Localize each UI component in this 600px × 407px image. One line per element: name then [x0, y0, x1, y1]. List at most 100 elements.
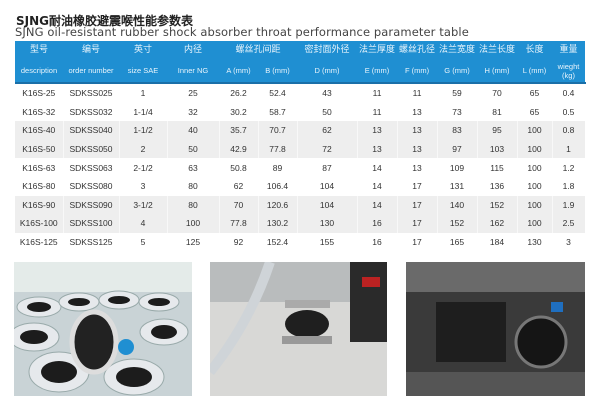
- table-cell: 14: [357, 195, 398, 215]
- table-cell: 11: [357, 83, 398, 103]
- table-cell: K16S-90: [15, 195, 64, 215]
- header-en-2: size SAE: [119, 59, 167, 84]
- table-cell: 77.8: [258, 139, 298, 159]
- table-row: K16S-63 SDKSS063 2-1/2 63 50.8 89 87 14 13 109 115…: [15, 158, 586, 177]
- header-cn-9: 法兰长度: [477, 41, 518, 59]
- table-cell: 125: [167, 232, 220, 252]
- table-cell: 104: [297, 176, 358, 196]
- table-cell: 58.7: [258, 102, 298, 122]
- table-cell: 100: [517, 139, 553, 159]
- header-cn-8: 法兰宽度: [437, 41, 478, 59]
- table-cell: 43: [297, 83, 358, 103]
- table-cell: 3-1/2: [119, 195, 168, 215]
- table-cell: 130.2: [258, 214, 298, 233]
- table-cell: K16S-25: [15, 83, 64, 103]
- header-en-7: E (mm): [357, 59, 398, 84]
- table-cell: SDKSS050: [63, 139, 120, 159]
- header-cn-0: 型号: [15, 41, 63, 59]
- table-cell: 70: [219, 195, 259, 215]
- header-en-12: wieght (kg): [552, 59, 586, 84]
- table-cell: 152.4: [258, 232, 298, 252]
- table-cell: 1: [119, 83, 168, 103]
- table-cell: 2-1/2: [119, 158, 168, 177]
- table-cell: SDKSS080: [63, 176, 120, 196]
- header-en-5: B (mm): [258, 59, 298, 84]
- table-cell: 131: [437, 176, 478, 196]
- header-cn-3: 内径: [167, 41, 219, 59]
- table-cell: 62: [219, 176, 259, 196]
- header-en-4: A (mm): [219, 59, 258, 84]
- table-cell: K16S-100: [15, 214, 64, 233]
- table-cell: 109: [437, 158, 478, 177]
- table-cell: 104: [297, 195, 358, 215]
- table-cell: 100: [517, 121, 553, 140]
- table-cell: SDKSS100: [63, 214, 120, 233]
- table-cell: 3: [119, 176, 168, 196]
- table-cell: 50: [167, 139, 220, 159]
- header-cn-4: 螺丝孔间距: [219, 41, 298, 59]
- table-cell: 80: [167, 195, 220, 215]
- table-cell: 100: [167, 214, 220, 233]
- table-cell: 155: [297, 232, 358, 252]
- header-en-9: G (mm): [437, 59, 478, 84]
- title-cn: SJNG耐油橡胶避震喉性能参数表: [16, 14, 194, 28]
- table-cell: 72: [297, 139, 358, 159]
- table-cell: 50: [297, 102, 358, 122]
- table-cell: 4: [119, 214, 168, 233]
- table-cell: 70.7: [258, 121, 298, 140]
- header-cn-10: 长度: [517, 41, 553, 59]
- table-cell: 100: [517, 176, 553, 196]
- table-cell: SDKSS063: [63, 158, 120, 177]
- table-cell: 1.8: [552, 176, 586, 196]
- table-cell: 13: [357, 121, 398, 140]
- header-cn-2: 英寸: [119, 41, 167, 59]
- table-cell: 13: [357, 139, 398, 159]
- table-cell: 30.2: [219, 102, 259, 122]
- table-cell: 80: [167, 176, 220, 196]
- table-cell: 103: [477, 139, 518, 159]
- table-cell: SDKSS025: [63, 83, 120, 103]
- table-row: K16S-25 SDKSS025 1 25 26.2 52.4 43 11 11 59 70 65 0.…: [15, 83, 586, 103]
- table-cell: 100: [517, 195, 553, 215]
- table-cell: 184: [477, 232, 518, 252]
- table-cell: 152: [437, 214, 478, 233]
- header-en-8: F (mm): [397, 59, 438, 84]
- table-cell: 2.5: [552, 214, 586, 233]
- table-row: K16S-100 SDKSS100 4 100 77.8 130.2 130 16 17 152 1…: [15, 214, 586, 233]
- table-cell: 2: [119, 139, 168, 159]
- table-cell: 14: [357, 158, 398, 177]
- table-cell: 130: [297, 214, 358, 233]
- table-cell: 16: [357, 232, 398, 252]
- table-cell: K16S-80: [15, 176, 64, 196]
- table-row: K16S-32 SDKSS032 1-1/4 32 30.2 58.7 50 11 13 73 81…: [15, 102, 586, 122]
- table-cell: K16S-32: [15, 102, 64, 122]
- table-cell: 17: [397, 214, 438, 233]
- table-cell: 0.4: [552, 83, 586, 103]
- table-cell: SDKSS125: [63, 232, 120, 252]
- table-cell: 165: [437, 232, 478, 252]
- table-cell: 77.8: [219, 214, 259, 233]
- table-cell: 52.4: [258, 83, 298, 103]
- table-cell: 26.2: [219, 83, 259, 103]
- header-en-0: description: [15, 59, 63, 84]
- table-cell: 136: [477, 176, 518, 196]
- table-row: K16S-80 SDKSS080 3 80 62 106.4 104 14 17 131 136 10…: [15, 176, 586, 196]
- table-cell: 152: [477, 195, 518, 215]
- table-cell: 1-1/2: [119, 121, 168, 140]
- table-cell: 1-1/4: [119, 102, 168, 122]
- product-photo-test-bench: [210, 262, 387, 396]
- table-cell: SDKSS032: [63, 102, 120, 122]
- table-cell: 42.9: [219, 139, 259, 159]
- table-row: K16S-90 SDKSS090 3-1/2 80 70 120.6 104 14 17 140 1…: [15, 195, 586, 215]
- table-cell: 17: [397, 176, 438, 196]
- parameter-table: 型号 编号 英寸 内径 螺丝孔间距 密封面外径 法兰厚度 螺丝孔径 法兰宽度 法兰长度 长度 重量 d…: [15, 41, 586, 252]
- table-cell: 81: [477, 102, 518, 122]
- table-cell: 14: [357, 176, 398, 196]
- table-cell: 120.6: [258, 195, 298, 215]
- table-cell: 0.8: [552, 121, 586, 140]
- header-cn-5: 密封面外径: [297, 41, 358, 59]
- table-cell: 130: [517, 232, 553, 252]
- table-cell: 17: [397, 232, 438, 252]
- table-cell: 32: [167, 102, 220, 122]
- table-cell: 25: [167, 83, 220, 103]
